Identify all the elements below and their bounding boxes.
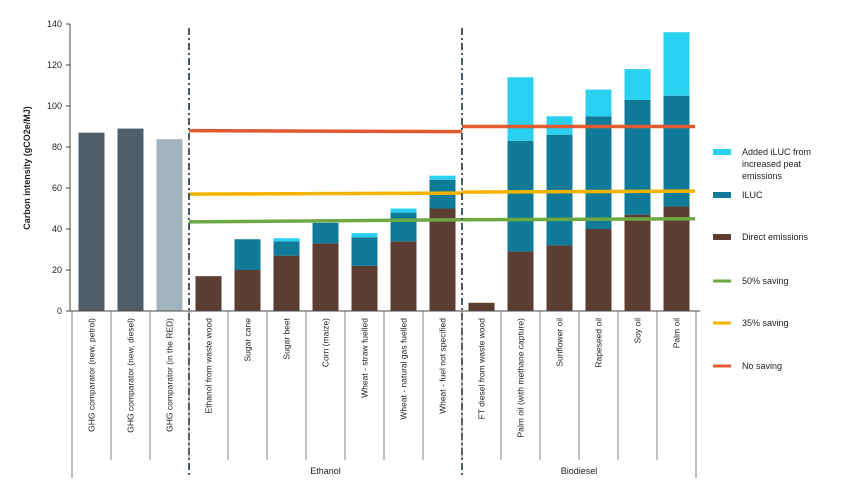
threshold-lines (188, 124, 696, 224)
threshold-line (461, 217, 696, 222)
x-tick-label: GHG comparator (in the RED) (165, 318, 175, 432)
threshold-line (188, 128, 463, 134)
x-tick-label: Rapeseed oil (594, 318, 604, 368)
legend-label: No saving (742, 361, 782, 371)
bar-segment (273, 255, 300, 311)
y-axis-label: Carbon intensity (gCO2e/MJ) (22, 106, 32, 230)
bar-segment (312, 243, 339, 311)
x-tick-label: FT diesel from waste wood (477, 318, 487, 420)
x-tick-label: GHG comparator (new, petrol) (87, 318, 97, 432)
x-tick-label: Sugar cane (243, 318, 253, 362)
bar-segment (312, 222, 339, 244)
legend-label: ILUC (742, 190, 763, 200)
bar-segment (351, 237, 378, 266)
threshold-line (188, 191, 463, 196)
threshold-line (461, 189, 696, 194)
x-axis: GHG comparator (new, petrol) GHG comparat… (70, 310, 700, 478)
bar-segment (624, 99, 651, 215)
y-tick-label: 40 (52, 224, 62, 234)
bar-segment (273, 238, 300, 242)
x-tick-label: Palm oil (672, 318, 682, 348)
bar-segment (663, 32, 690, 96)
bar-segment (351, 265, 378, 311)
bar-segment (585, 89, 612, 117)
group-label: Ethanol (310, 466, 341, 476)
y-tick-label: 60 (52, 183, 62, 193)
bar-segment (390, 212, 417, 242)
group-label: Biodiesel (561, 466, 598, 476)
legend-label: 35% saving (742, 318, 789, 328)
y-tick-label: 140 (47, 19, 62, 29)
bar-segment (234, 239, 261, 270)
bar-segment (351, 233, 378, 238)
bar-segment (390, 208, 417, 213)
bar-segment (468, 302, 495, 311)
x-tick-label: Sunflower oil (555, 318, 565, 367)
bar-segment (507, 251, 534, 311)
x-tick-label: Wheat - fuel not specified (438, 318, 448, 414)
bar-segment (195, 276, 222, 311)
comparator-bar (117, 128, 144, 311)
bar-segment (624, 69, 651, 100)
y-tick-label: 0 (57, 306, 62, 316)
y-axis: 0 20 40 60 80 100 120 140 (47, 19, 71, 316)
bars (78, 32, 690, 311)
threshold-line (188, 218, 463, 224)
bar-segment (390, 241, 417, 311)
bar-segment (624, 214, 651, 311)
x-tick-label: Wheat - straw fuelled (360, 318, 370, 398)
y-tick-label: 20 (52, 265, 62, 275)
bar-segment (429, 208, 456, 311)
bar-segment (507, 77, 534, 141)
y-tick-label: 80 (52, 142, 62, 152)
legend-swatch (713, 149, 731, 155)
legend-swatch (713, 192, 731, 198)
bar-segment (663, 206, 690, 311)
x-tick-label: Palm oil (with methane capture) (516, 318, 526, 438)
comparator-bar (78, 132, 105, 311)
legend-label: Added iLUC from increased peat emissions (742, 147, 811, 181)
comparator-bar (156, 139, 183, 311)
legend: Added iLUC from increased peat emissions IL… (713, 147, 811, 371)
bar-segment (234, 270, 261, 311)
legend-label: 50% saving (742, 276, 789, 286)
bar-segment (546, 245, 573, 311)
y-tick-label: 120 (47, 60, 62, 70)
legend-swatch (713, 234, 731, 240)
bar-segment (429, 175, 456, 180)
x-tick-label: Soy oil (633, 318, 643, 344)
x-tick-label: Sugar beet (282, 317, 292, 359)
x-tick-label: GHG comparator (new, diesel) (126, 318, 136, 433)
x-tick-label: Corn (maize) (321, 318, 331, 367)
bar-segment (663, 95, 690, 207)
bar-segment (585, 116, 612, 229)
y-tick-label: 100 (47, 101, 62, 111)
legend-label: Direct emissions (742, 232, 809, 242)
bar-segment (273, 241, 300, 256)
x-tick-label: Ethanol from waste wood (204, 318, 214, 414)
bar-segment (507, 140, 534, 252)
x-tick-label: Wheat - natural gas fuelled (399, 318, 409, 420)
bar-segment (585, 229, 612, 311)
